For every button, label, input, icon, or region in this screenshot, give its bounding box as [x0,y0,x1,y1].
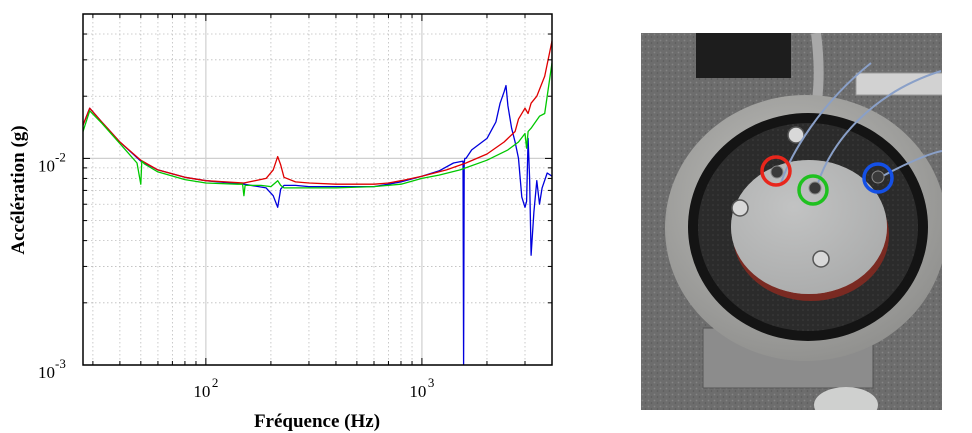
metal-rail [855,72,942,96]
y-axis-title: Accélération (g) [8,125,29,254]
sensor-marker-red [760,155,792,187]
ticks [83,13,553,366]
series-line-0 [83,40,552,185]
x-tick-label: 10 [193,382,210,401]
accelerometers [770,165,885,195]
x-tick-label-exponent: 3 [428,375,435,390]
mounting-plate-shade [731,160,887,294]
sensor-cables [780,62,942,184]
dark-box [696,33,791,78]
x-tick-label-exponent: 2 [212,375,219,390]
plot-frame [82,13,553,366]
y-tick-label: 10 [38,156,55,175]
bolt-heads [731,126,830,268]
acceleration-chart: 10 2 10 310 -310 -2 Fréquence (Hz) Accélérati… [8,13,553,432]
y-tick-label-exponent: -3 [55,356,66,371]
x-tick-label: 10 [409,382,426,401]
series-group [83,40,552,365]
tick-labels: 10 2 10 310 -310 -2 [38,149,434,401]
x-axis-title: Fréquence (Hz) [254,411,380,432]
sensor-marker-blue [862,162,894,194]
y-tick-label-exponent: -2 [55,149,66,164]
y-tick-label: 10 [38,363,55,382]
sensor-marker-green [797,174,829,206]
grid [83,13,553,366]
spare-part [814,387,878,410]
sensor-photo [641,33,942,410]
series-line-2 [83,84,552,365]
series-line-1 [83,62,552,197]
